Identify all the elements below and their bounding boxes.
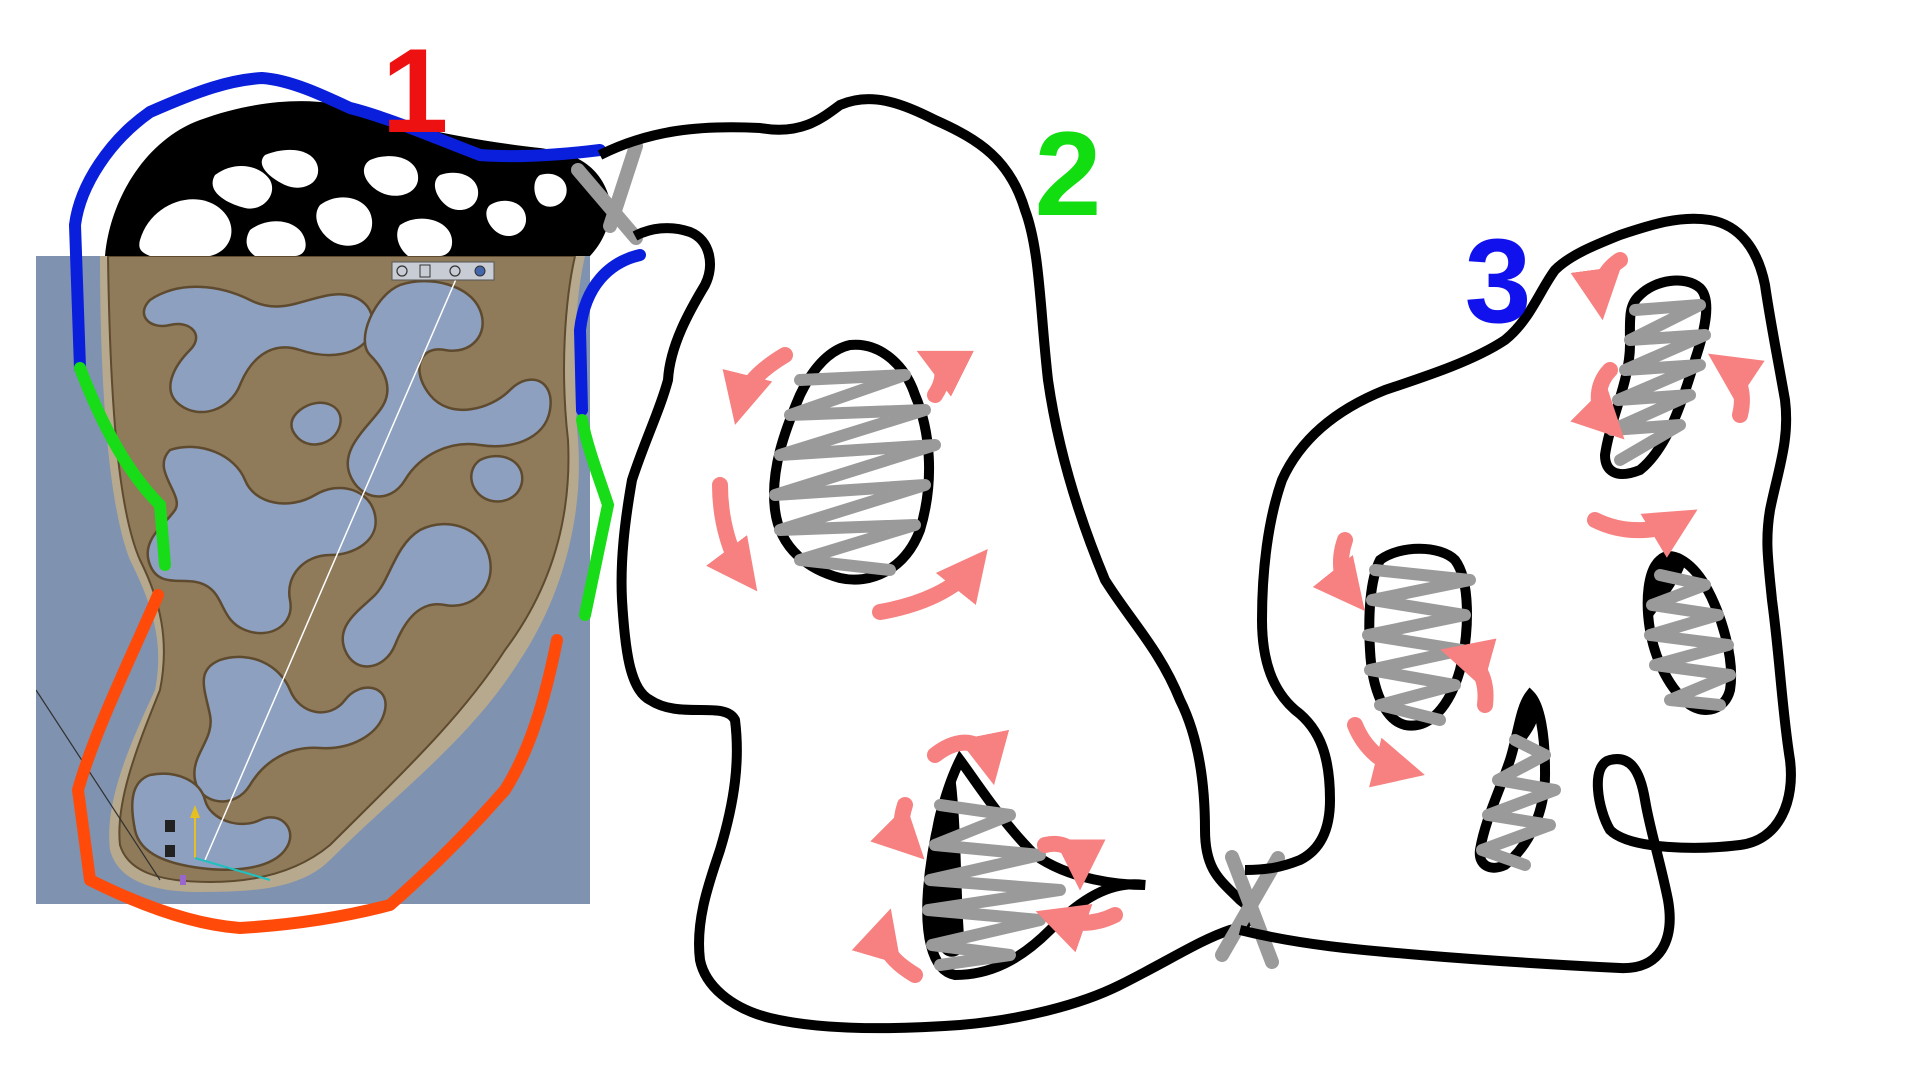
screenshot-toolbar bbox=[391, 261, 495, 281]
zone-3-outline bbox=[1238, 213, 1796, 974]
zone-2-hole-a-zigzag bbox=[769, 369, 941, 576]
zone-label-2: 2 bbox=[1035, 107, 1102, 241]
zone-1-screenshot-content bbox=[36, 256, 585, 892]
flow-arrow-icon bbox=[1312, 252, 1765, 788]
zone-1-edge-green-left bbox=[74, 362, 171, 571]
zone-1-edge-blue-right bbox=[573, 249, 646, 416]
zone-1: 1 bbox=[36, 24, 646, 934]
zone-label-3: 3 bbox=[1465, 214, 1532, 348]
zone-2: 2 bbox=[597, 94, 1256, 1034]
zone-1-water bbox=[142, 285, 374, 414]
zone-3: 3 bbox=[1238, 213, 1796, 974]
cross-mark-icon bbox=[1215, 850, 1285, 969]
pivot-axis-icon bbox=[165, 805, 271, 885]
zone-3-hole-d-zigzag bbox=[1644, 569, 1736, 711]
flow-arrow-icon bbox=[851, 729, 1123, 983]
zone-1-top-region bbox=[105, 101, 611, 256]
zone-3-hole-c-zigzag bbox=[1606, 299, 1711, 466]
zone-1-top-patterns bbox=[139, 149, 567, 256]
zone-1-edge-blue-top bbox=[69, 72, 606, 374]
flow-arrow-icon bbox=[706, 347, 988, 620]
zone-1-edge-green-right bbox=[576, 414, 615, 621]
zone-2-outline bbox=[597, 94, 1256, 1034]
zone-1-edge-orange-bottom bbox=[72, 589, 563, 934]
zone-label-1: 1 bbox=[382, 24, 449, 158]
zone-3-hole-f-zigzag bbox=[1476, 734, 1561, 871]
zone-3-hole-e-zigzag bbox=[1362, 564, 1476, 726]
cross-mark-icon bbox=[571, 139, 643, 245]
